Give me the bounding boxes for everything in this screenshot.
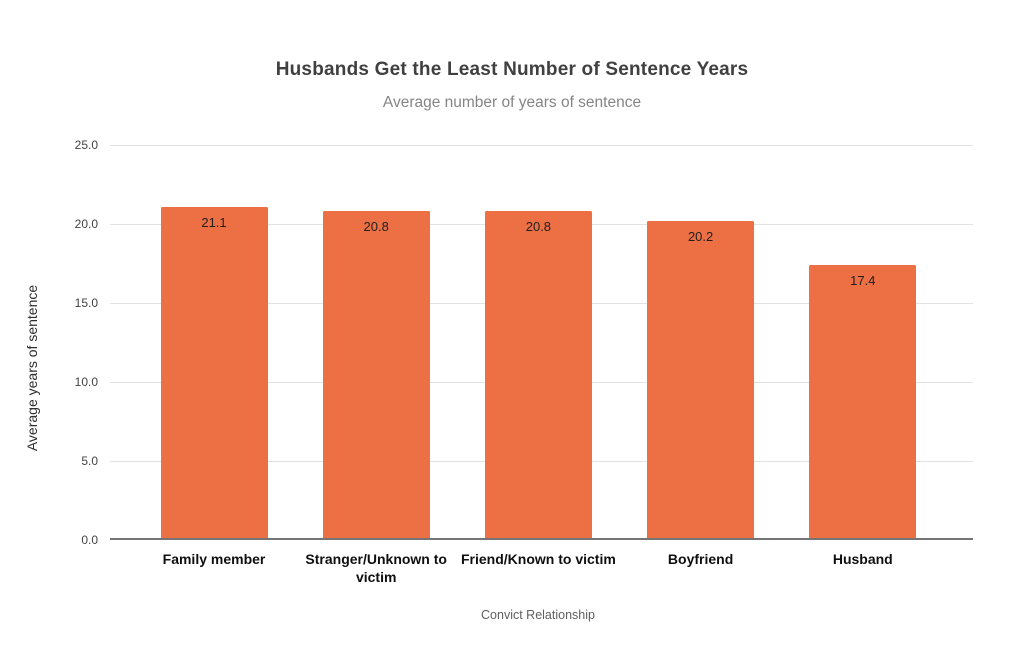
x-category-label: Boyfriend: [667, 551, 734, 567]
y-tick-label: 5.0: [81, 454, 98, 468]
bar-value-label: 20.8: [363, 219, 389, 235]
x-axis-title: Convict Relationship: [481, 608, 595, 622]
chart-title: Husbands Get the Least Number of Sentenc…: [275, 59, 749, 80]
chart-subtitle: Average number of years of sentence: [382, 94, 642, 111]
x-category-label: Stranger/Unknown to victim: [305, 551, 447, 585]
bar-value-label: 17.4: [850, 273, 876, 289]
x-axis-line: [110, 538, 973, 540]
bar-boyfriend: 20.2: [647, 220, 755, 540]
y-axis-title: Average years of sentence: [24, 284, 40, 452]
x-category-label: Friend/Known to victim: [461, 551, 616, 567]
y-tick-label: 0.0: [81, 533, 98, 547]
bar-stranger-unknown-to-victim: 20.8: [322, 211, 430, 540]
bar-husband: 17.4: [809, 265, 917, 540]
bar-value-label: 20.2: [687, 228, 714, 244]
x-category-label: Husband: [832, 551, 893, 567]
y-tick-label: 20.0: [74, 217, 98, 231]
bar-family-member: 21.1: [160, 206, 268, 540]
bar-friend-known-to-victim: 20.8: [484, 211, 592, 540]
y-tick-label: 25.0: [74, 138, 98, 152]
plot-area: 0.0 5.0 10.0 15.0 20.0 25.0 21.1 Family member 2…: [75, 138, 973, 585]
y-tick-label: 10.0: [74, 375, 98, 389]
y-tick-label: 15.0: [74, 296, 98, 310]
bar-value-label: 21.1: [201, 214, 227, 230]
gridline: [110, 145, 973, 146]
bar-value-label: 20.8: [525, 219, 552, 235]
x-category-label: Family member: [162, 551, 266, 567]
